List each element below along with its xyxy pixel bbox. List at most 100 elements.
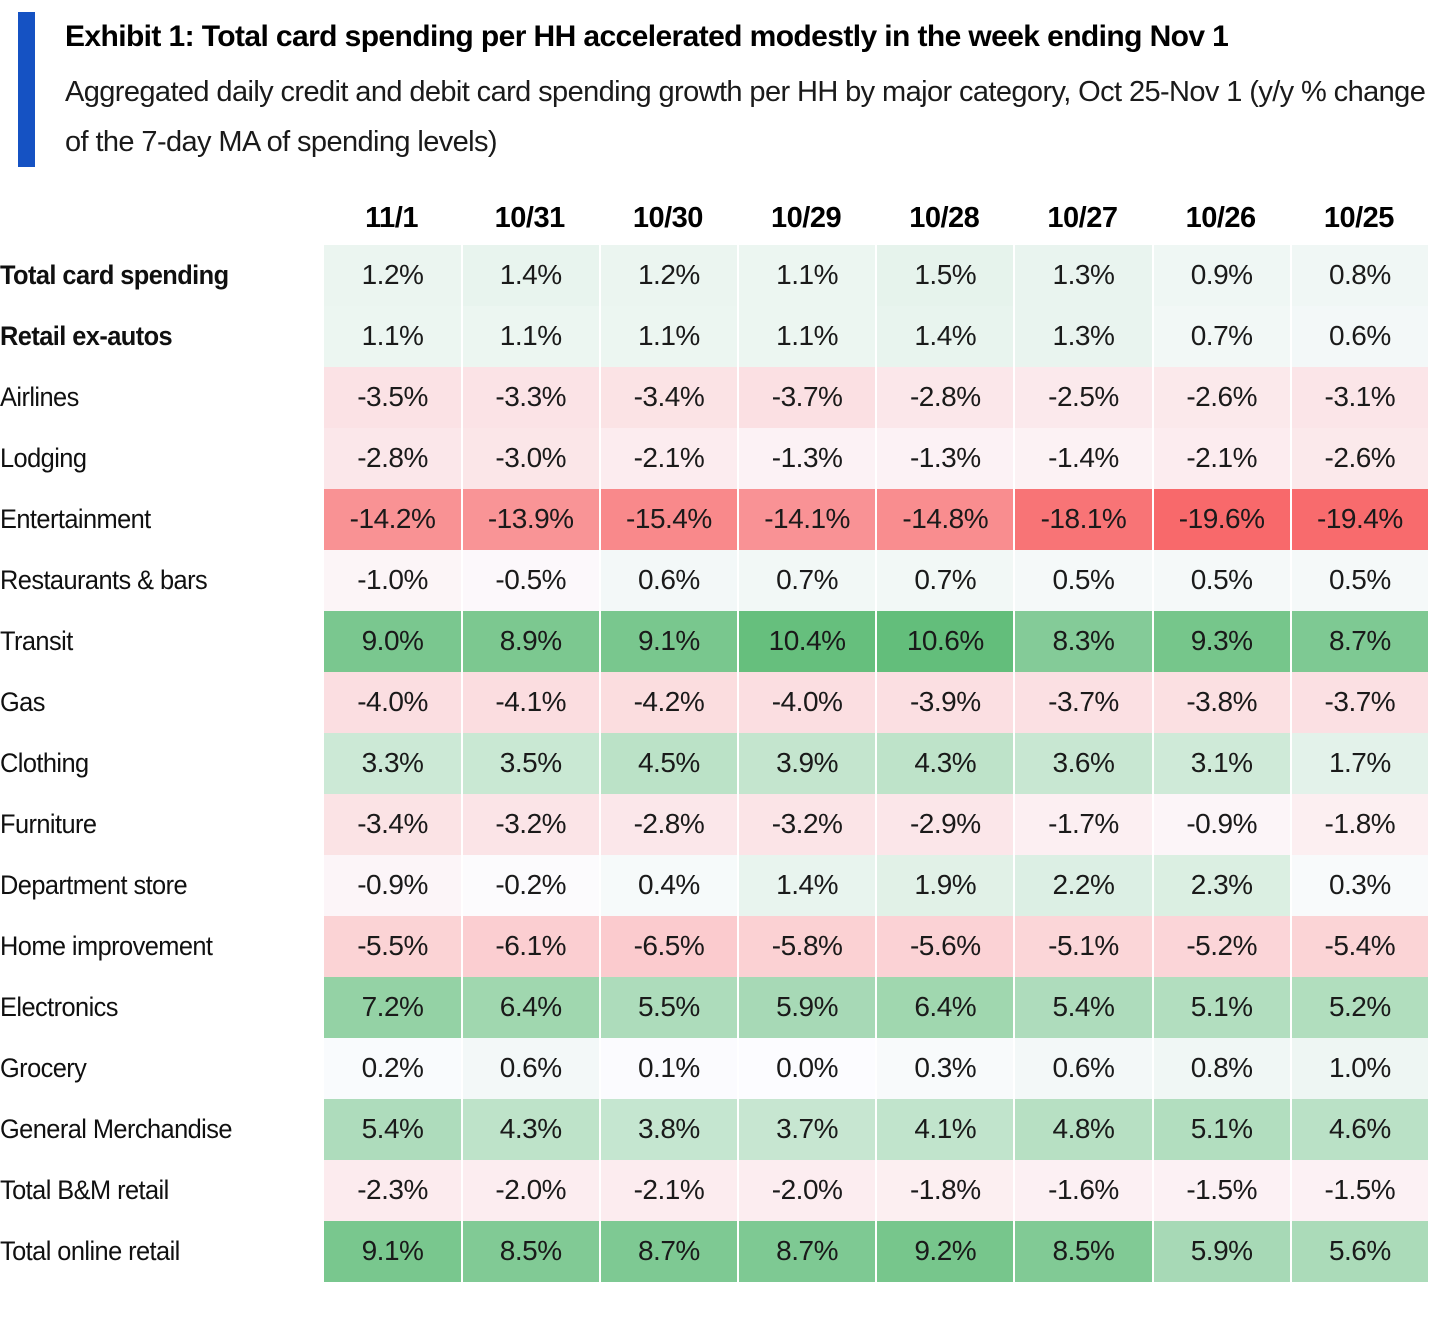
heatmap-cell: 3.1% — [1151, 732, 1290, 794]
heatmap-cell: 6.4% — [875, 976, 1014, 1038]
column-header-10-25: 10/25 — [1323, 202, 1395, 234]
heatmap-cell: 1.4% — [460, 244, 599, 306]
heatmap-cell: 5.6% — [1289, 1220, 1428, 1282]
heatmap-cell: -4.0% — [737, 671, 876, 733]
heatmap-cell: 3.7% — [737, 1098, 876, 1160]
heatmap-cell: -1.5% — [1289, 1159, 1428, 1221]
exhibit-title: Exhibit 1: Total card spending per HH ac… — [65, 20, 1229, 53]
table-row: Airlines -3.5% -3.3% -3.4% -3.7% -2.8% -2.5% -2… — [0, 366, 1428, 428]
heatmap-cell: -3.0% — [460, 427, 599, 489]
heatmap-cell: 1.0% — [1289, 1037, 1428, 1099]
heatmap-cell: 3.5% — [460, 732, 599, 794]
heatmap-cell: 9.3% — [1151, 610, 1290, 672]
heatmap-cell: 0.7% — [737, 549, 876, 611]
heatmap-cell: -5.4% — [1289, 915, 1428, 977]
column-header-11-1: 11/1 — [365, 202, 418, 234]
table-row: Department store -0.9% -0.2% 0.4% 1.4% 1.9% 2.… — [0, 854, 1428, 916]
heatmap-cell: -2.1% — [598, 1159, 737, 1221]
heatmap-cell: -5.6% — [875, 915, 1014, 977]
heatmap-cell: 3.8% — [598, 1098, 737, 1160]
heatmap-cell: -2.6% — [1151, 366, 1290, 428]
heatmap-cell: -1.8% — [875, 1159, 1014, 1221]
heatmap-cell: -4.0% — [322, 671, 461, 733]
heatmap-cell: 0.8% — [1151, 1037, 1290, 1099]
heatmap-cell: 3.3% — [322, 732, 461, 794]
accent-bar — [18, 12, 35, 167]
heatmap-cell: 0.5% — [1151, 549, 1290, 611]
heatmap-cell: -3.7% — [1013, 671, 1152, 733]
heatmap-cell: -2.1% — [1151, 427, 1290, 489]
heatmap-cell: -1.8% — [1289, 793, 1428, 855]
row-label: Total B&M retail — [0, 1159, 323, 1221]
heatmap-cell: 1.3% — [1013, 244, 1152, 306]
heatmap-cell: 0.6% — [460, 1037, 599, 1099]
heatmap-cell: 4.1% — [875, 1098, 1014, 1160]
heatmap-cell: 0.5% — [1289, 549, 1428, 611]
heatmap-cell: 1.4% — [737, 854, 876, 916]
header-text: Exhibit 1: Total card spending per HH ac… — [65, 12, 1428, 167]
heatmap-cell: 8.3% — [1013, 610, 1152, 672]
heatmap-cell: -5.1% — [1013, 915, 1152, 977]
table-row: Restaurants & bars -1.0% -0.5% 0.6% 0.7% 0.7%… — [0, 549, 1428, 611]
row-label: Clothing — [0, 732, 323, 794]
heatmap-cell: 1.1% — [737, 305, 876, 367]
heatmap-cell: 5.4% — [322, 1098, 461, 1160]
table-row: Total online retail 9.1% 8.5% 8.7% 8.7% 9.2% 8… — [0, 1220, 1428, 1282]
table-row: Home improvement -5.5% -6.1% -6.5% -5.8% -5.6… — [0, 915, 1428, 977]
table-row: Total card spending 1.2% 1.4% 1.2% 1.1% 1.5% 1… — [0, 244, 1428, 306]
heatmap-cell: 5.1% — [1151, 1098, 1290, 1160]
heatmap-cell: 2.2% — [1013, 854, 1152, 916]
heatmap-cell: -15.4% — [598, 488, 737, 550]
header-row: 11/1 10/31 10/30 10/29 10/28 10/27 10/26 10/25 — [0, 193, 1428, 245]
heatmap-cell: 0.0% — [737, 1037, 876, 1099]
heatmap-cell: -1.6% — [1013, 1159, 1152, 1221]
heatmap-cell: -3.5% — [322, 366, 461, 428]
heatmap-cell: 0.3% — [1289, 854, 1428, 916]
heatmap-cell: 1.1% — [737, 244, 876, 306]
row-label: Electronics — [0, 976, 323, 1038]
heatmap-cell: 0.5% — [1013, 549, 1152, 611]
heatmap-cell: 3.9% — [737, 732, 876, 794]
column-header-10-31: 10/31 — [494, 202, 566, 234]
row-label: Gas — [0, 671, 323, 733]
heatmap-cell: 5.9% — [1151, 1220, 1290, 1282]
heatmap-cell: 9.0% — [322, 610, 461, 672]
heatmap-cell: -1.0% — [322, 549, 461, 611]
heatmap-cell: 10.6% — [875, 610, 1014, 672]
table-row: Clothing 3.3% 3.5% 4.5% 3.9% 4.3% 3.6% 3.1% 1.7% — [0, 732, 1428, 794]
row-label: Lodging — [0, 427, 323, 489]
table-row: Retail ex-autos 1.1% 1.1% 1.1% 1.1% 1.4% 1.3% 0… — [0, 305, 1428, 367]
heatmap-cell: -2.0% — [737, 1159, 876, 1221]
heatmap-cell: -4.2% — [598, 671, 737, 733]
heatmap-cell: 10.4% — [737, 610, 876, 672]
heatmap-cell: 0.8% — [1289, 244, 1428, 306]
heatmap-cell: 7.2% — [322, 976, 461, 1038]
heatmap-cell: -2.5% — [1013, 366, 1152, 428]
heatmap-cell: -19.4% — [1289, 488, 1428, 550]
heatmap-cell: -2.9% — [875, 793, 1014, 855]
column-header-10-30: 10/30 — [632, 202, 704, 234]
table-row: Total B&M retail -2.3% -2.0% -2.1% -2.0% -1.8… — [0, 1159, 1428, 1221]
heatmap-cell: 4.3% — [875, 732, 1014, 794]
heatmap-cell: 1.7% — [1289, 732, 1428, 794]
column-header-10-27: 10/27 — [1047, 202, 1118, 234]
table-row: Lodging -2.8% -3.0% -2.1% -1.3% -1.3% -1.4% -2.… — [0, 427, 1428, 489]
row-label: Home improvement — [0, 915, 323, 977]
heatmap-cell: -14.2% — [322, 488, 461, 550]
heatmap-cell: -1.5% — [1151, 1159, 1290, 1221]
heatmap-cell: -3.4% — [322, 793, 461, 855]
heatmap-cell: -2.8% — [875, 366, 1014, 428]
column-header-10-29: 10/29 — [771, 202, 842, 234]
heatmap-cell: 0.2% — [322, 1037, 461, 1099]
heatmap-cell: -3.2% — [737, 793, 876, 855]
heatmap-cell: -3.1% — [1289, 366, 1428, 428]
heatmap-cell: 1.2% — [322, 244, 461, 306]
heatmap-cell: -5.8% — [737, 915, 876, 977]
heatmap-cell: -2.6% — [1289, 427, 1428, 489]
heatmap-cell: -6.5% — [598, 915, 737, 977]
heatmap-cell: -4.1% — [460, 671, 599, 733]
heatmap-cell: -14.8% — [875, 488, 1014, 550]
heatmap-cell: 1.5% — [875, 244, 1014, 306]
table-row: General Merchandise 5.4% 4.3% 3.8% 3.7% 4.1% 4… — [0, 1098, 1428, 1160]
heatmap-cell: 5.5% — [598, 976, 737, 1038]
